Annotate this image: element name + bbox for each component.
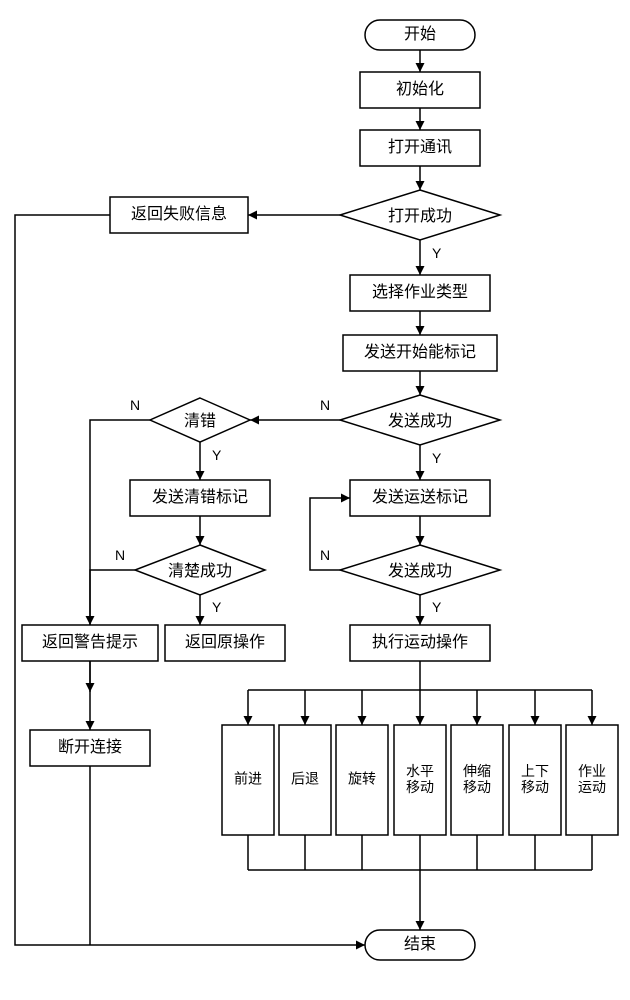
svg-text:伸缩移动: 伸缩移动 (463, 763, 491, 795)
label-op4a: 水平 (406, 763, 434, 779)
node-sendok1: 发送成功 (340, 395, 500, 445)
yn-label: Y (432, 245, 442, 261)
node-retorig: 返回原操作 (165, 625, 285, 661)
node-retfail: 返回失败信息 (110, 197, 248, 233)
node-end: 结束 (365, 930, 475, 960)
yn-label: Y (212, 599, 222, 615)
node-seljob: 选择作业类型 (350, 275, 490, 311)
node-openok: 打开成功 (340, 190, 500, 240)
label-sendmv: 发送运送标记 (372, 488, 468, 506)
yn-label: N (320, 397, 330, 413)
label-retfail: 返回失败信息 (131, 205, 227, 223)
yn-label: Y (212, 447, 222, 463)
node-op1: 前进 (222, 725, 274, 835)
label-op2: 后退 (291, 771, 319, 787)
node-start: 开始 (365, 20, 475, 50)
label-sendok2: 发送成功 (388, 562, 452, 580)
node-execmv: 执行运动操作 (350, 625, 490, 661)
label-sendclr: 发送清错标记 (152, 488, 248, 506)
label-seljob: 选择作业类型 (372, 283, 468, 301)
label-end: 结束 (404, 935, 436, 953)
node-init: 初始化 (360, 72, 480, 108)
node-sendok2: 发送成功 (340, 545, 500, 595)
label-start: 开始 (404, 25, 436, 43)
label-openok: 打开成功 (388, 207, 452, 225)
node-op6: 上下移动 (509, 725, 561, 835)
node-clrok: 清楚成功 (135, 545, 265, 595)
label-opencom: 打开通讯 (388, 138, 452, 156)
label-retorig: 返回原操作 (185, 633, 265, 651)
label-clrerr: 清错 (184, 412, 216, 430)
label-sendok1: 发送成功 (388, 412, 452, 430)
yn-label: Y (432, 450, 442, 466)
yn-label: N (320, 547, 330, 563)
flowchart: 开始 初始化 打开通讯 打开成功 返回失败信息 Y 选择作业类型 发送开始能标记 (0, 0, 630, 1000)
node-opencom: 打开通讯 (360, 130, 480, 166)
node-op7: 作业运动 (566, 725, 618, 835)
label-disconn: 断开连接 (58, 738, 122, 756)
label-init: 初始化 (396, 80, 444, 98)
yn-label: Y (432, 599, 442, 615)
yn-label: N (130, 397, 140, 413)
node-sendmv: 发送运送标记 (350, 480, 490, 516)
label-sendst: 发送开始能标记 (364, 343, 476, 361)
node-clrerr: 清错 (150, 398, 250, 442)
node-sendclr: 发送清错标记 (130, 480, 270, 516)
label-op3: 旋转 (348, 771, 376, 787)
node-op4: 水平移动 (394, 725, 446, 835)
label-op1: 前进 (234, 771, 262, 787)
node-sendst: 发送开始能标记 (343, 335, 497, 371)
label-execmv: 执行运动操作 (372, 633, 468, 651)
svg-text:上下移动: 上下移动 (521, 763, 549, 795)
edge (90, 570, 135, 625)
node-retwarn: 返回警告提示 (22, 625, 158, 661)
yn-label: N (115, 547, 125, 563)
node-op2: 后退 (279, 725, 331, 835)
label-clrok: 清楚成功 (168, 562, 232, 580)
node-op3: 旋转 (336, 725, 388, 835)
node-disconn: 断开连接 (30, 730, 150, 766)
svg-text:作业运动: 作业运动 (578, 763, 606, 795)
label-retwarn: 返回警告提示 (42, 633, 138, 651)
svg-text:水平移动: 水平移动 (406, 763, 434, 795)
node-op5: 伸缩移动 (451, 725, 503, 835)
